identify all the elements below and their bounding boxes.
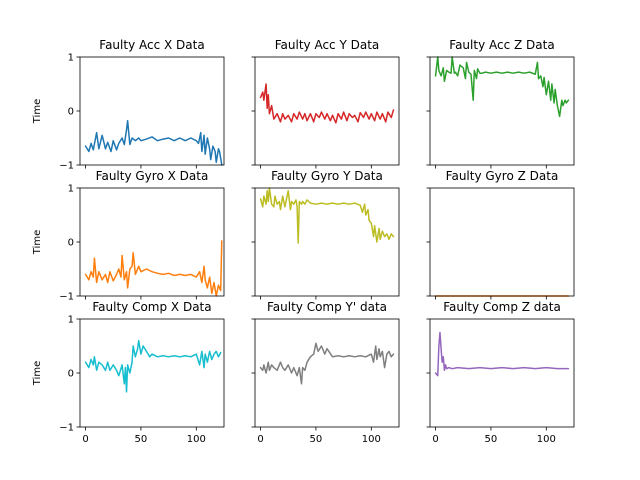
panel-7: −1 0 1 0 50 100 Faulty Comp X Data Time — [32, 300, 225, 445]
axes-frame — [79, 318, 225, 428]
axes-frame — [429, 187, 575, 297]
panel-title: Faulty Gyro Y Data — [271, 169, 383, 183]
series-line — [434, 56, 570, 118]
y-tick-label: 0 — [68, 369, 74, 380]
x-tick-label: 0 — [257, 434, 263, 445]
panel-9: 0 50 100 Faulty Comp Z data — [426, 300, 575, 445]
panel-title: Faulty Acc Y Data — [275, 38, 380, 52]
x-tick-label: 50 — [135, 434, 148, 445]
y-tick-label: −1 — [59, 423, 74, 434]
panel-title: Faulty Comp Z data — [443, 300, 561, 314]
panel-8: 0 50 100 Faulty Comp Y' data — [251, 300, 400, 445]
y-tick-label: 1 — [68, 315, 74, 326]
y-axis-label: Time — [32, 361, 43, 386]
panel-6: Faulty Gyro Z Data — [426, 169, 575, 300]
y-tick-label: −1 — [59, 292, 74, 303]
panel-4: −1 0 1 Faulty Gyro X Data Time — [32, 169, 225, 303]
panel-title: Faulty Comp X Data — [92, 300, 211, 314]
series-line — [84, 119, 223, 166]
panel-3: Faulty Acc Z Data — [426, 38, 575, 169]
y-tick-label: 0 — [68, 238, 74, 249]
series-line — [84, 339, 222, 393]
panel-2: Faulty Acc Y Data — [251, 38, 400, 169]
series-line — [259, 342, 395, 385]
panel-title: Faulty Gyro Z Data — [446, 169, 559, 183]
axes-frame — [254, 56, 400, 166]
panel-title: Faulty Acc Z Data — [449, 38, 554, 52]
panel-title: Faulty Acc X Data — [99, 38, 204, 52]
y-tick-label: 1 — [68, 184, 74, 195]
x-tick-label: 50 — [310, 434, 323, 445]
series-line — [259, 187, 395, 244]
x-tick-label: 100 — [187, 434, 206, 445]
series-line — [84, 240, 223, 297]
panel-1: −1 0 1 Faulty Acc X Data Time — [32, 38, 225, 172]
y-tick-label: −1 — [59, 161, 74, 172]
panel-title: Faulty Gyro X Data — [96, 169, 209, 183]
x-tick-label: 0 — [432, 434, 438, 445]
y-tick-label: 1 — [68, 53, 74, 64]
x-tick-label: 100 — [537, 434, 556, 445]
x-tick-label: 0 — [82, 434, 88, 445]
axes-frame — [429, 318, 575, 428]
series-line — [434, 331, 570, 377]
x-tick-label: 50 — [485, 434, 498, 445]
y-axis-label: Time — [32, 99, 43, 124]
panel-title: Faulty Comp Y' data — [267, 300, 387, 314]
series-line — [259, 83, 395, 124]
y-axis-label: Time — [32, 230, 43, 255]
y-tick-label: 0 — [68, 107, 74, 118]
axes-frame — [254, 318, 400, 428]
x-tick-label: 100 — [362, 434, 381, 445]
panel-5: Faulty Gyro Y Data — [251, 169, 400, 300]
